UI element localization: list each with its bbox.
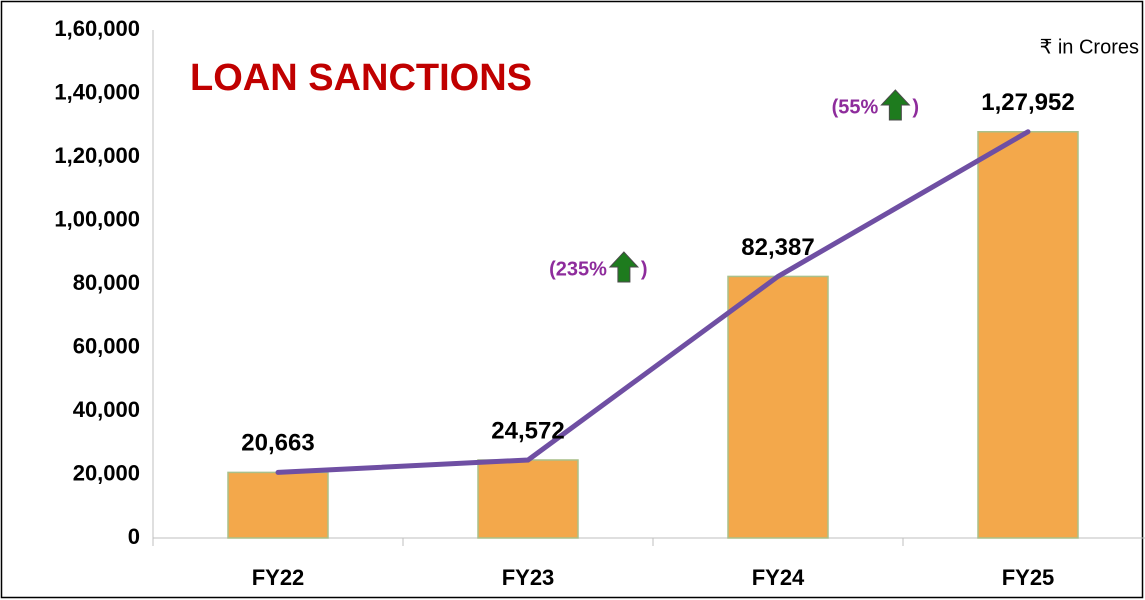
- y-tick-label: 80,000: [73, 270, 140, 295]
- bar: [977, 131, 1079, 539]
- x-tick-label: FY24: [752, 565, 805, 590]
- y-tick-label: 20,000: [73, 460, 140, 485]
- y-tick-label: 0: [128, 524, 140, 549]
- up-arrow-icon: [880, 89, 911, 121]
- bar: [227, 471, 329, 539]
- annotation-close: ): [641, 258, 648, 280]
- y-tick-label: 60,000: [73, 333, 140, 358]
- y-tick-label: 1,40,000: [54, 79, 140, 104]
- value-label: 82,387: [741, 234, 814, 261]
- value-label: 1,27,952: [981, 89, 1074, 116]
- x-tick-label: FY23: [502, 565, 555, 590]
- x-tick-label: FY25: [1002, 565, 1055, 590]
- chart-title: LOAN SANCTIONS: [190, 57, 532, 99]
- x-tick-label: FY22: [252, 565, 305, 590]
- bar: [477, 459, 579, 539]
- bar: [727, 275, 829, 539]
- annotation-close: ): [912, 96, 919, 118]
- value-label: 24,572: [491, 417, 564, 444]
- y-tick-label: 40,000: [73, 397, 140, 422]
- value-label: 20,663: [241, 430, 314, 457]
- y-tick-label: 1,00,000: [54, 206, 140, 231]
- y-tick-label: 1,20,000: [54, 143, 140, 168]
- annotation: (55%: [832, 96, 879, 118]
- up-arrow-icon: [608, 251, 640, 283]
- y-tick-label: 1,60,000: [54, 16, 140, 41]
- annotation: (235%: [549, 258, 607, 280]
- unit-note: ₹ in Crores: [1040, 36, 1139, 58]
- trend-line: [275, 129, 1031, 475]
